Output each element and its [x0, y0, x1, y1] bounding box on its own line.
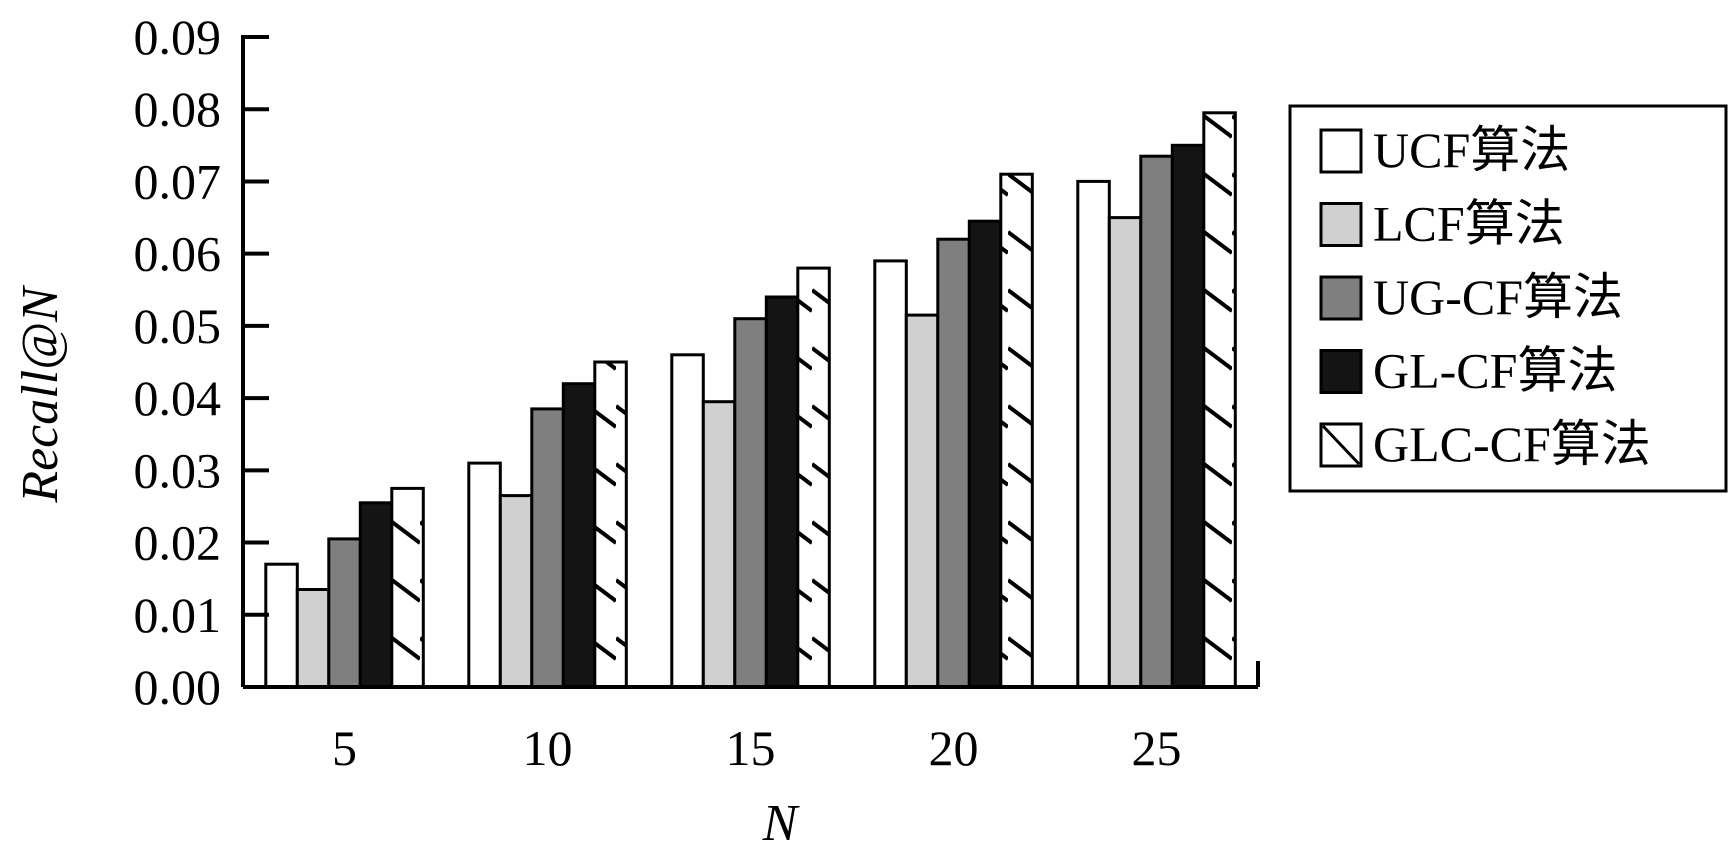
bar-UCF算法-15 — [670, 353, 705, 689]
bar-UG-CF算法-5 — [327, 537, 362, 689]
bar-GL-CF算法-20 — [967, 219, 1003, 689]
bar-LCF算法-15 — [701, 400, 737, 689]
bar-GLC-CF算法-25 — [1202, 111, 1237, 689]
bar-LCF算法-5 — [295, 588, 331, 689]
y-axis-title: Recall@N — [12, 284, 69, 504]
bar-LCF算法-25 — [1107, 216, 1143, 689]
y-tick-label: 0.07 — [134, 153, 222, 209]
legend-label: LCF算法 — [1373, 196, 1565, 252]
x-tick-label: 10 — [523, 720, 573, 776]
x-tick-label: 15 — [726, 720, 776, 776]
y-tick-label: 0.02 — [134, 515, 222, 571]
legend-swatch — [1319, 128, 1363, 174]
bar-UG-CF算法-15 — [733, 317, 768, 689]
legend-label: GLC-CF算法 — [1373, 416, 1651, 472]
bar-UCF算法-10 — [467, 461, 502, 689]
x-axis: 5 10 15 20 25 — [243, 661, 1260, 776]
bar-LCF算法-20 — [904, 313, 940, 689]
y-tick-label: 0.01 — [134, 587, 222, 643]
y-tick-label: 0.08 — [134, 81, 222, 137]
legend-label: UCF算法 — [1373, 122, 1570, 178]
legend-frame — [1288, 104, 1728, 493]
x-tick-label: 25 — [1132, 720, 1182, 776]
y-axis: 0.00 0.01 0.02 0.03 0.04 0.05 0.06 0.07 0.08 0.09 — [134, 9, 269, 715]
bar-UG-CF算法-10 — [530, 407, 565, 689]
y-tick-label: 0.06 — [134, 226, 222, 282]
legend-label: UG-CF算法 — [1373, 269, 1623, 325]
legend: UCF算法 LCF算法 UG-CF算法 GL-CF算法 GLC-CF算法 — [1288, 104, 1728, 493]
bar-GL-CF算法-10 — [561, 382, 597, 689]
bar-GLC-CF算法-5 — [390, 486, 425, 689]
bar-GLC-CF算法-20 — [999, 172, 1034, 689]
legend-swatch — [1319, 349, 1363, 394]
bar-LCF算法-10 — [498, 494, 534, 689]
bars-layer — [264, 111, 1237, 689]
y-tick-label: 0.05 — [134, 298, 222, 354]
bar-GLC-CF算法-15 — [796, 266, 831, 689]
y-axis-title-italic: Recall@ — [12, 322, 69, 504]
bar-UG-CF算法-25 — [1139, 154, 1174, 689]
bar-UCF算法-5 — [264, 562, 299, 689]
legend-label: GL-CF算法 — [1373, 343, 1617, 399]
legend-swatch — [1319, 202, 1363, 247]
bar-GL-CF算法-5 — [358, 501, 394, 689]
y-axis-title-n: N — [12, 284, 69, 323]
x-tick-label: 20 — [929, 720, 979, 776]
bar-UCF算法-20 — [873, 259, 908, 689]
x-axis-title: N — [762, 795, 801, 852]
y-tick-label: 0.04 — [134, 370, 222, 426]
legend-swatch — [1319, 422, 1363, 468]
y-tick-label: 0.00 — [134, 659, 222, 715]
bar-GLC-CF算法-10 — [593, 360, 628, 689]
bar-GL-CF算法-15 — [764, 295, 800, 689]
legend-swatch — [1319, 275, 1363, 321]
y-tick-label: 0.03 — [134, 442, 222, 498]
bar-GL-CF算法-25 — [1170, 143, 1206, 689]
bar-UCF算法-25 — [1076, 179, 1111, 689]
y-tick-label: 0.09 — [134, 9, 222, 65]
legend-items: UCF算法 LCF算法 UG-CF算法 GL-CF算法 GLC-CF算法 — [1319, 122, 1651, 472]
bar-UG-CF算法-20 — [936, 237, 971, 689]
x-tick-label: 5 — [332, 720, 357, 776]
